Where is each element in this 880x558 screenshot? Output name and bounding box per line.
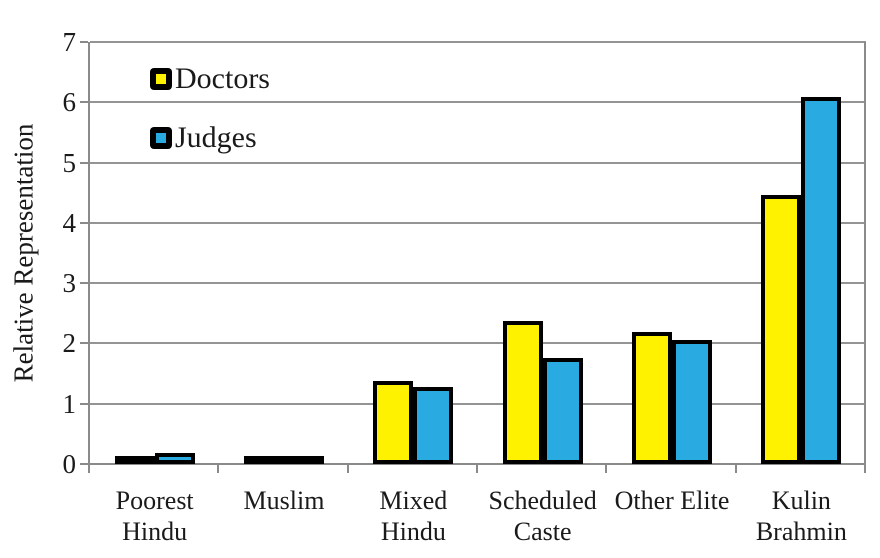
bar-doctors-mixed-hindu (373, 381, 414, 464)
legend-label-doctors: Doctors (175, 62, 270, 95)
x-category-label: Muslim (243, 486, 325, 515)
legend-item-judges: Judges (150, 123, 257, 153)
gridline (90, 402, 866, 405)
x-axis-tick (476, 464, 478, 473)
bar-doctors-scheduled-caste (502, 321, 543, 464)
y-axis-tick (80, 463, 88, 465)
x-category-label: Mixed Hindu (379, 486, 448, 546)
y-tick-label: 6 (62, 87, 77, 118)
plot-right-border (864, 42, 866, 464)
bar-judges-kulin-brahmin (801, 97, 842, 464)
y-axis-tick (80, 101, 88, 104)
y-axis-tick (80, 342, 88, 345)
gridline (90, 221, 866, 224)
gridline (90, 161, 866, 164)
y-axis-tick (80, 282, 88, 285)
x-category-label: Kulin Brahmin (755, 486, 847, 546)
doctors-swatch-fill (156, 74, 166, 84)
y-tick-label: 2 (62, 328, 77, 359)
judges-swatch-fill (156, 133, 166, 143)
y-axis-tick (80, 402, 88, 405)
bar-doctors-poorest-hindu (114, 456, 155, 464)
doctors-legend-swatch-icon (150, 68, 172, 90)
y-axis-line (88, 42, 90, 466)
bar-judges-poorest-hindu (154, 453, 195, 464)
y-axis-tick (80, 41, 88, 43)
x-axis-tick (864, 464, 866, 473)
x-axis-tick (734, 464, 737, 473)
bar-judges-muslim (284, 456, 324, 464)
y-tick-label: 3 (62, 268, 77, 299)
bar-judges-other-elite (672, 340, 712, 464)
y-tick-label: 7 (62, 27, 77, 57)
x-axis-tick (605, 464, 608, 473)
gridline (90, 282, 866, 285)
x-axis-tick (346, 464, 349, 473)
y-tick-label: 0 (62, 449, 77, 479)
legend-item-doctors: Doctors (150, 64, 270, 94)
y-axis-tick (80, 221, 88, 224)
y-tick-label: 5 (62, 147, 77, 178)
bar-doctors-other-elite (632, 332, 672, 464)
y-axis-title: Relative Representation (8, 123, 39, 383)
bar-judges-mixed-hindu (413, 387, 454, 464)
x-axis-tick (217, 464, 220, 473)
x-category-label: Other Elite (614, 486, 730, 515)
bar-doctors-kulin-brahmin (761, 195, 802, 464)
x-category-label: Scheduled Caste (488, 486, 597, 546)
y-axis-tick (80, 161, 88, 164)
gridline (90, 41, 866, 43)
legend-label-judges: Judges (175, 121, 257, 154)
bar-judges-scheduled-caste (542, 358, 583, 464)
bar-doctors-muslim (244, 456, 284, 464)
y-tick-label: 1 (62, 388, 77, 419)
y-tick-label: 4 (62, 207, 77, 238)
judges-legend-swatch-icon (150, 127, 172, 149)
x-axis-tick (88, 464, 90, 473)
x-category-label: Poorest Hindu (115, 486, 194, 546)
gridline (90, 342, 866, 345)
gridline (90, 101, 866, 104)
